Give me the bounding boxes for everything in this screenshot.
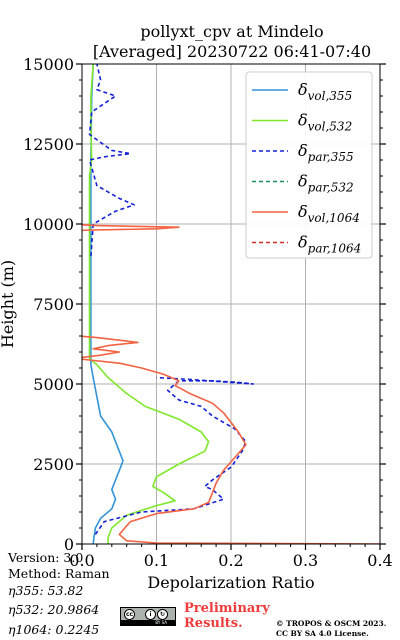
legend-label: δpar,355 <box>298 141 354 164</box>
x-tick-label: 0.1 <box>144 551 169 570</box>
legend-label-symbol: δ <box>298 80 308 99</box>
y-tick-label: 15000 <box>23 55 74 74</box>
preliminary-line-2: Results. <box>184 616 243 631</box>
chart-title-line-2: [Averaged] 20230722 06:41-07:40 <box>92 42 372 61</box>
cc-by-sa-badge-icon: cc i ↻ BY SA <box>120 607 176 626</box>
y-axis-label: Height (m) <box>0 260 17 348</box>
legend-label-subscript: par,355 <box>308 150 354 164</box>
legend-label: δvol,1064 <box>298 202 360 225</box>
copyright-line-1: © TROPOS & OSCM 2023. <box>276 619 387 628</box>
series-line-vol-355 <box>90 64 124 544</box>
preliminary-notice: Preliminary Results. <box>184 601 270 631</box>
series-line-vol-532 <box>88 64 210 544</box>
legend: δvol,355δvol,532δpar,355δpar,532δvol,106… <box>245 71 373 259</box>
legend-label-subscript: vol,1064 <box>308 211 360 225</box>
x-tick-label: 0.0 <box>69 551 94 570</box>
y-tick-label: 7500 <box>33 295 74 314</box>
legend-label: δpar,532 <box>298 172 354 195</box>
legend-label-subscript: par,1064 <box>308 242 362 256</box>
chart-title-line-1: pollyxt_cpv at Mindelo <box>140 22 324 41</box>
y-tick-label: 10000 <box>23 215 74 234</box>
legend-label-subscript: par,532 <box>308 181 354 195</box>
x-tick-label: 0.4 <box>367 551 392 570</box>
eta1064-text: η1064: 0.2245 <box>8 622 100 637</box>
legend-label-symbol: δ <box>298 141 308 160</box>
eta532-text: η532: 20.9864 <box>8 602 100 617</box>
copyright-line-2: CC BY SA 4.0 License. <box>276 628 369 638</box>
badge-text: BY SA <box>121 620 175 625</box>
legend-label-symbol: δ <box>298 111 308 130</box>
y-tick-label: 0 <box>64 535 74 554</box>
series-line-par-355 <box>88 64 255 535</box>
method-text: Method: Raman <box>8 566 110 581</box>
legend-label-subscript: vol,532 <box>308 120 353 134</box>
legend-label-subscript: vol,355 <box>308 89 353 103</box>
y-tick-label: 5000 <box>33 375 74 394</box>
y-tick-label: 12500 <box>23 135 74 154</box>
legend-label-symbol: δ <box>298 233 308 252</box>
sa-icon: ↻ <box>157 609 168 620</box>
legend-label-symbol: δ <box>298 172 308 191</box>
legend-label: δpar,1064 <box>298 233 361 256</box>
preliminary-line-1: Preliminary <box>184 601 270 616</box>
x-tick-label: 0.2 <box>218 551 243 570</box>
x-axis-label: Depolarization Ratio <box>147 573 314 592</box>
legend-label-symbol: δ <box>298 202 308 221</box>
legend-label: δvol,532 <box>298 111 352 134</box>
copyright-notice: © TROPOS & OSCM 2023. CC BY SA 4.0 Licen… <box>276 619 386 638</box>
eta355-text: η355: 53.82 <box>8 583 84 598</box>
y-tick-label: 2500 <box>33 455 74 474</box>
legend-label: δvol,355 <box>298 80 352 103</box>
cc-icon: cc <box>124 609 135 620</box>
series-lines <box>82 64 380 544</box>
x-tick-label: 0.3 <box>293 551 318 570</box>
series-line-vol-1064 <box>82 223 380 544</box>
by-icon: i <box>145 609 156 620</box>
version-text: Version: 3.0 <box>8 550 84 565</box>
axis-ticks: 0.0 0.1 0.2 0.3 0.4 0 2500 5000 7500 10000 12500 15… <box>23 55 393 570</box>
